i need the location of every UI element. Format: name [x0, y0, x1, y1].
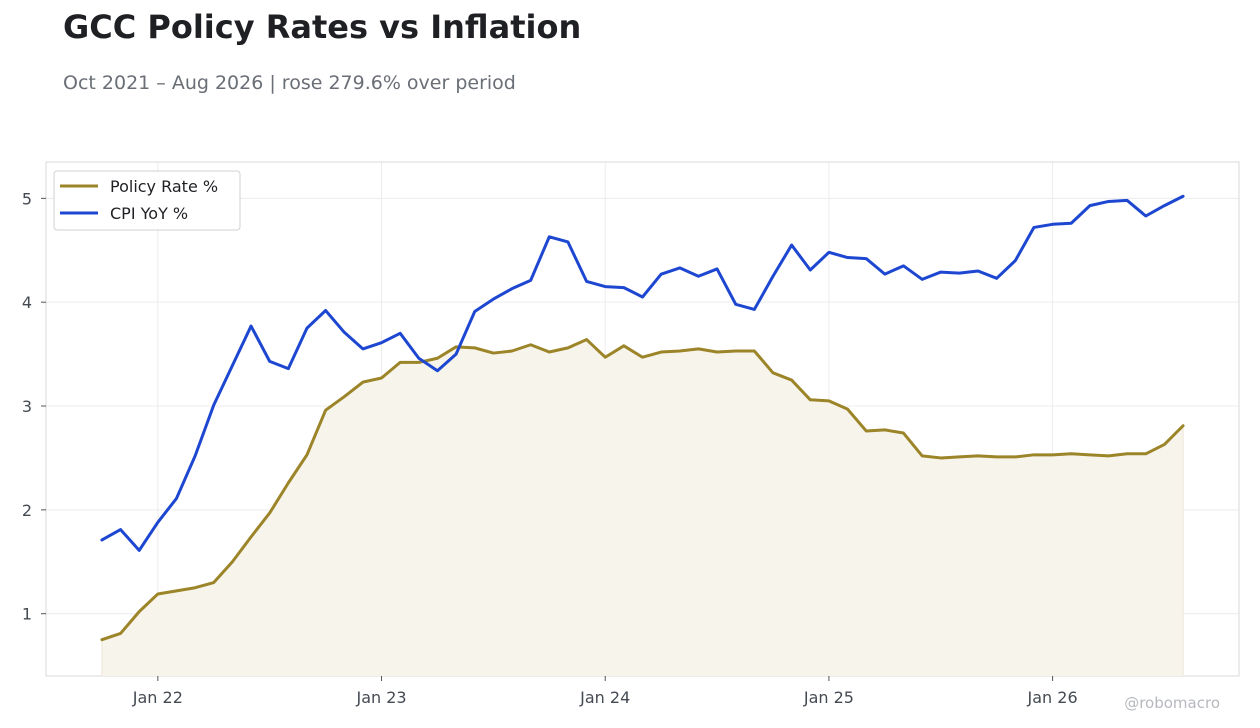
x-tick-label: Jan 26 — [1027, 688, 1078, 707]
x-tick-label: Jan 25 — [803, 688, 854, 707]
legend-box — [53, 170, 241, 231]
watermark: @robomacro — [1124, 694, 1220, 712]
x-tick-label: Jan 22 — [132, 688, 183, 707]
y-tick-label: 5 — [22, 189, 32, 208]
legend-label-cpi-yoy: CPI YoY % — [110, 204, 188, 223]
series-group — [100, 194, 1185, 676]
y-tick-label: 2 — [22, 501, 32, 520]
legend-label-policy-rate: Policy Rate % — [110, 177, 218, 196]
x-tick-label: Jan 24 — [579, 688, 630, 707]
y-tick-label: 1 — [22, 605, 32, 624]
axes: 1 2 3 4 5 Jan 22 Jan 23 Jan 24 Jan 25 Jan 26 — [22, 189, 1078, 707]
y-tick-label: 3 — [22, 397, 32, 416]
x-tick-label: Jan 23 — [355, 688, 406, 707]
chart-title: GCC Policy Rates vs Inflation — [63, 8, 582, 46]
chart-subtitle: Oct 2021 – Aug 2026 | rose 279.6% over p… — [63, 72, 516, 94]
y-tick-label: 4 — [22, 293, 32, 312]
policy-rate-area — [101, 339, 1184, 676]
cpi-yoy-line — [100, 194, 1185, 552]
legend[interactable]: Policy Rate % CPI YoY % — [53, 170, 241, 231]
policy-rate-line — [100, 338, 1185, 642]
